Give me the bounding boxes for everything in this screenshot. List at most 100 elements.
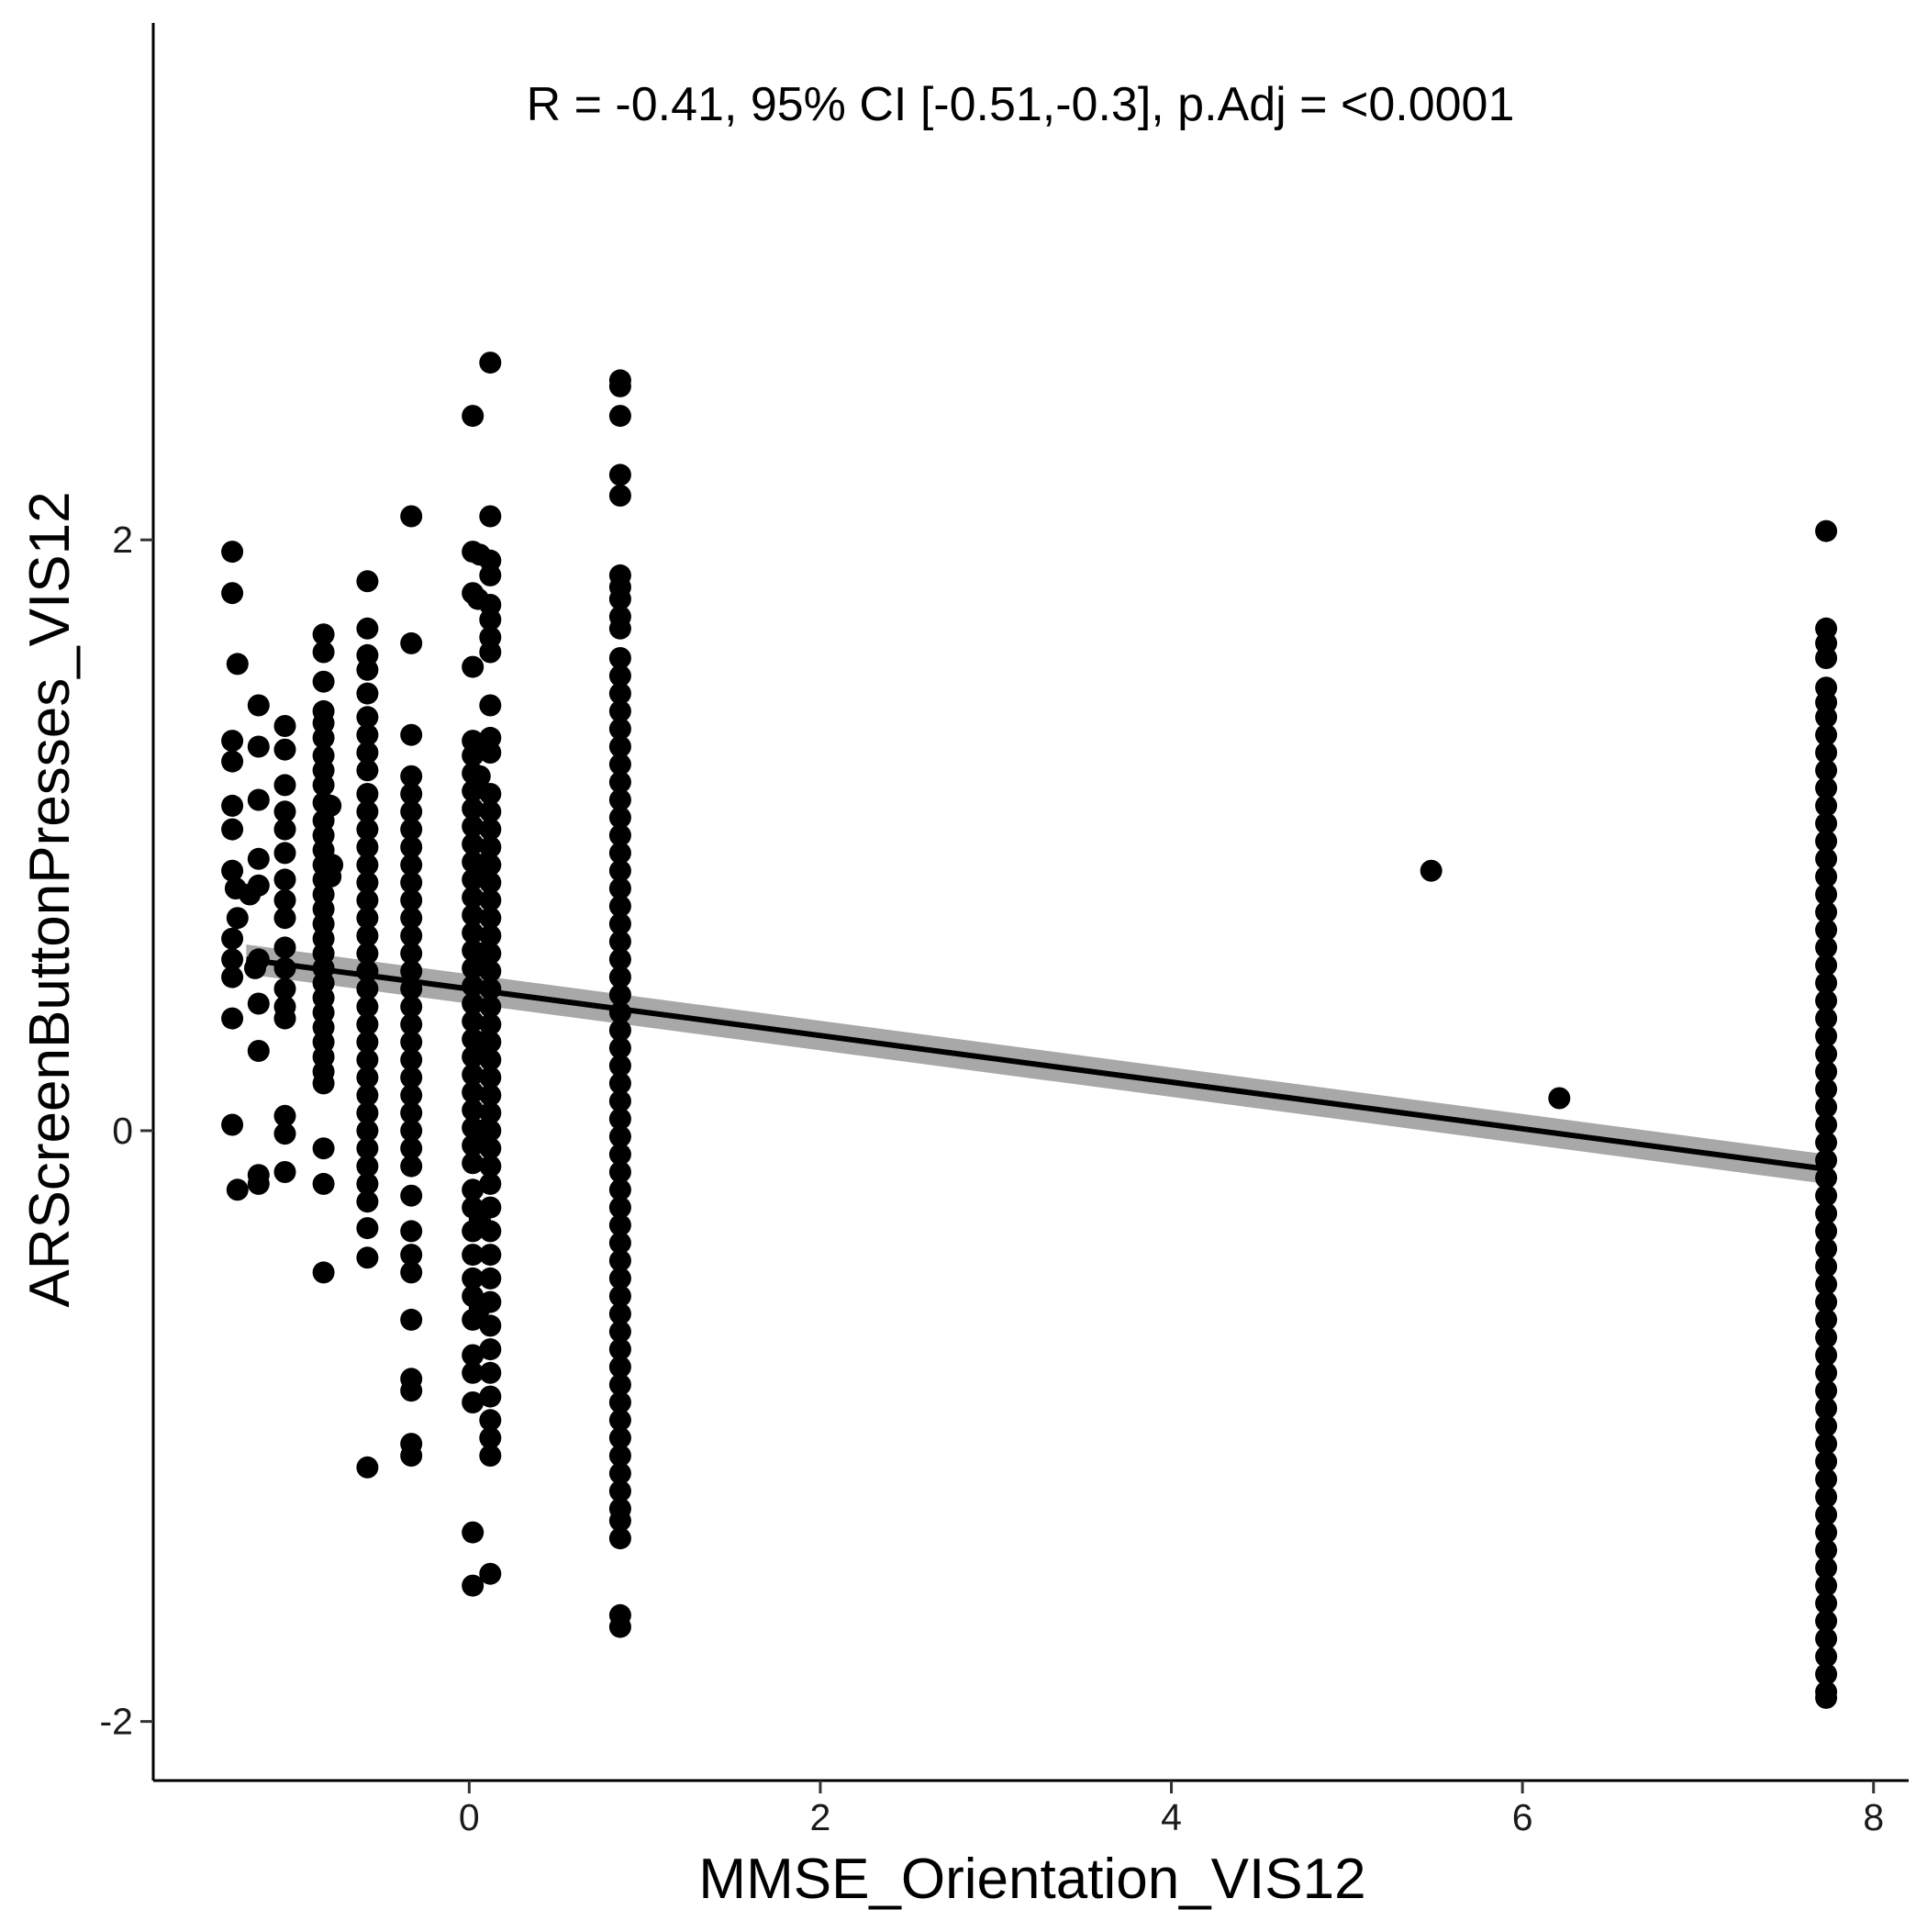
data-point xyxy=(356,706,379,729)
data-point xyxy=(273,977,296,1000)
data-point xyxy=(400,1101,423,1124)
data-point xyxy=(356,617,379,640)
data-point xyxy=(479,1426,502,1449)
data-point xyxy=(608,1320,631,1343)
data-point xyxy=(400,1379,423,1402)
data-point xyxy=(462,405,485,428)
data-point xyxy=(221,794,244,817)
data-point xyxy=(221,966,244,988)
data-point xyxy=(356,658,379,681)
data-point xyxy=(462,1178,485,1201)
data-point xyxy=(1815,830,1838,853)
data-point xyxy=(1815,519,1838,542)
data-point xyxy=(356,1101,379,1124)
data-point xyxy=(273,800,296,823)
data-point xyxy=(226,653,249,676)
data-point xyxy=(356,1456,379,1479)
data-point xyxy=(479,800,502,823)
data-point xyxy=(1815,1131,1838,1154)
data-point xyxy=(356,1048,379,1071)
data-point xyxy=(221,1113,244,1136)
x-tick-label: 2 xyxy=(810,1796,831,1838)
data-point xyxy=(1815,1237,1838,1260)
data-point xyxy=(608,463,631,486)
data-point xyxy=(608,859,631,882)
data-point xyxy=(400,960,423,983)
data-point xyxy=(462,1574,485,1597)
data-point xyxy=(608,895,631,918)
data-point xyxy=(356,1031,379,1054)
data-point xyxy=(462,798,485,821)
data-point xyxy=(221,859,244,882)
data-point xyxy=(1815,1663,1838,1686)
data-point xyxy=(356,1172,379,1195)
data-point xyxy=(247,788,270,811)
y-tick-label: -2 xyxy=(100,1701,133,1743)
data-point xyxy=(1815,1686,1838,1709)
data-point xyxy=(247,735,270,758)
data-point xyxy=(608,1108,631,1131)
data-point xyxy=(608,664,631,687)
data-point xyxy=(400,1013,423,1036)
data-point xyxy=(400,1031,423,1054)
data-point xyxy=(221,927,244,950)
data-point xyxy=(1548,1087,1571,1110)
data-point xyxy=(608,718,631,741)
data-point xyxy=(479,505,502,528)
data-point xyxy=(400,723,423,746)
data-point xyxy=(400,631,423,654)
data-point xyxy=(356,1067,379,1089)
data-point xyxy=(479,564,502,586)
data-point xyxy=(312,1137,335,1160)
data-point xyxy=(1815,1645,1838,1668)
data-point xyxy=(1815,1024,1838,1047)
data-point xyxy=(356,1190,379,1213)
data-point xyxy=(1815,954,1838,977)
data-point xyxy=(479,1172,502,1195)
data-point xyxy=(1815,742,1838,764)
data-point xyxy=(312,1261,335,1284)
data-point xyxy=(1815,1397,1838,1420)
data-point xyxy=(247,992,270,1015)
data-point xyxy=(1815,1007,1838,1030)
data-point xyxy=(273,715,296,737)
data-point xyxy=(608,1615,631,1638)
data-point xyxy=(400,888,423,911)
data-point xyxy=(608,948,631,971)
data-point xyxy=(608,1267,631,1290)
data-point xyxy=(400,800,423,823)
data-point xyxy=(462,815,485,838)
x-tick-label: 4 xyxy=(1161,1796,1182,1838)
data-point xyxy=(221,818,244,841)
data-point xyxy=(1420,859,1442,882)
data-point xyxy=(479,1067,502,1089)
data-point xyxy=(356,723,379,746)
data-point xyxy=(462,832,485,855)
data-point xyxy=(221,730,244,753)
data-point xyxy=(356,924,379,947)
data-point xyxy=(479,1445,502,1467)
data-point xyxy=(356,977,379,1000)
data-point xyxy=(247,1172,270,1195)
data-point xyxy=(273,818,296,841)
data-point xyxy=(479,783,502,805)
data-point xyxy=(608,1089,631,1112)
data-point xyxy=(462,1361,485,1384)
data-point xyxy=(1815,1486,1838,1508)
data-point xyxy=(608,1462,631,1485)
data-point xyxy=(1815,1326,1838,1349)
data-point xyxy=(356,1013,379,1036)
data-point xyxy=(400,818,423,841)
data-point xyxy=(479,960,502,983)
data-point xyxy=(273,1122,296,1145)
data-point xyxy=(479,1361,502,1384)
data-point xyxy=(356,570,379,593)
data-point xyxy=(479,1031,502,1054)
data-point xyxy=(479,609,502,631)
data-point xyxy=(462,1010,485,1033)
data-point xyxy=(1815,1557,1838,1580)
data-point xyxy=(1815,883,1838,906)
data-point xyxy=(479,907,502,930)
data-point xyxy=(608,806,631,829)
